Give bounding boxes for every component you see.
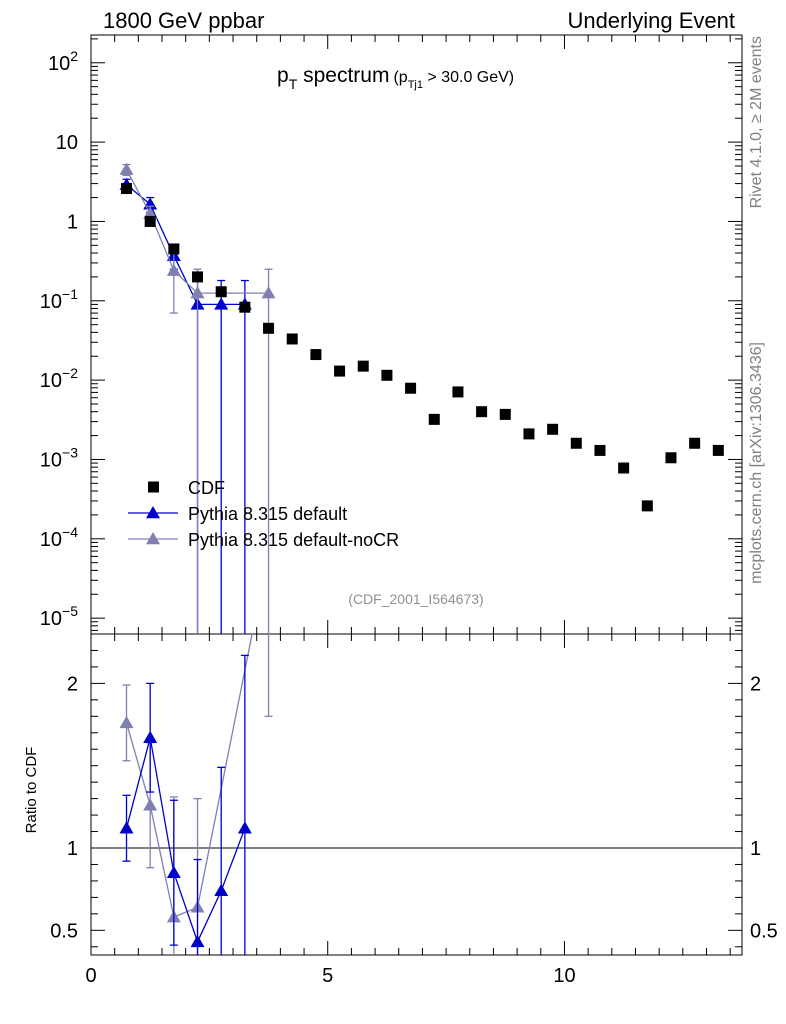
ratio-y-axis-label: Ratio to CDF <box>23 747 40 834</box>
ratio-point-triangle <box>119 821 134 834</box>
data-point-square <box>405 382 417 394</box>
data-point-square <box>523 428 535 440</box>
ratio-point-triangle <box>143 730 158 743</box>
ratio-tick-label-right: 1 <box>750 838 761 860</box>
data-point-square <box>476 406 488 418</box>
data-point-square <box>428 413 440 425</box>
mcplots-label: mcplots.cern.ch [arXiv:1306.3436] <box>748 342 765 584</box>
y-tick-label: 10−5 <box>40 603 78 630</box>
data-point-square <box>263 322 275 334</box>
ratio-point-triangle <box>166 865 181 878</box>
data-point-square <box>594 444 606 456</box>
ratio-tick-label-left: 0.5 <box>50 920 78 942</box>
data-point-square <box>144 215 156 227</box>
data-point-square <box>712 444 724 456</box>
ratio-point-triangle <box>237 821 252 834</box>
axes: 0 5 10 10−5 10−4 10−3 10−2 10−1 1 10 102 0.5 0.5 1 1 2 2 <box>40 35 778 987</box>
data-point-triangle <box>143 206 158 220</box>
data-point-triangle <box>214 297 229 310</box>
main-data <box>119 162 724 634</box>
data-point-triangle <box>190 286 205 299</box>
ratio-line-1 <box>125 737 246 944</box>
legend-label: CDF <box>188 478 225 498</box>
title-cut-sub: Tj1 <box>408 79 423 91</box>
y-tick-label: 10−3 <box>40 444 78 471</box>
data-point-square <box>357 360 369 372</box>
data-point-square <box>689 437 701 449</box>
y-tick-label: 102 <box>48 48 78 75</box>
title-cut: (p <box>393 69 407 86</box>
legend-label: Pythia 8.315 default <box>188 504 347 524</box>
plot-title: pT spectrum (pTj1 > 30.0 GeV) <box>277 64 514 92</box>
y-tick-label: 10−1 <box>40 286 78 313</box>
data-point-square <box>547 423 559 435</box>
data-point-square <box>215 286 227 298</box>
title-p: p <box>277 64 289 87</box>
data-point-triangle <box>119 162 134 175</box>
data-point-triangle <box>261 286 276 299</box>
ratio-plot-frame <box>90 633 743 956</box>
data-point-square <box>381 369 393 381</box>
data-point-triangle <box>166 263 181 276</box>
rivet-version-label: Rivet 4.1.0, ≥ 2M events <box>748 36 765 208</box>
data-point-square <box>641 500 653 512</box>
data-point-square <box>192 271 204 283</box>
ratio-tick-label-left: 1 <box>67 838 78 860</box>
y-tick-label: 10 <box>56 132 78 154</box>
legend-marker-triangle <box>146 532 160 545</box>
ratio-tick-label-left: 2 <box>67 673 78 695</box>
x-tick-label: 0 <box>85 965 96 987</box>
y-tick-label: 10−4 <box>40 524 78 551</box>
x-tick-label: 5 <box>322 965 333 987</box>
header-left-label: 1800 GeV ppbar <box>103 8 264 33</box>
data-point-square <box>618 462 630 474</box>
ratio-tick-label-right: 2 <box>750 673 761 695</box>
ratio-point-triangle <box>214 883 229 897</box>
ratio-data <box>119 634 273 955</box>
legend-marker-triangle <box>146 506 160 519</box>
y-tick-label: 1 <box>67 211 78 233</box>
x-tick-label: 10 <box>553 965 575 987</box>
legend-label: Pythia 8.315 default-noCR <box>188 530 399 550</box>
y-tick-label: 10−2 <box>40 365 78 392</box>
data-point-square <box>310 349 322 361</box>
legend-marker-square <box>148 481 159 493</box>
data-point-square <box>570 437 582 449</box>
data-point-square <box>665 452 677 464</box>
data-point-square <box>452 386 464 398</box>
data-point-square <box>334 365 346 377</box>
data-point-square <box>121 183 133 195</box>
ratio-point-triangle <box>190 934 205 948</box>
legend: CDF Pythia 8.315 default Pythia 8.315 defa… <box>128 478 399 550</box>
data-point-square <box>499 408 511 420</box>
title-rest: spectrum <box>297 64 389 87</box>
data-point-square <box>286 333 298 345</box>
analysis-id-label: (CDF_2001_I564673) <box>348 591 483 607</box>
ratio-point-triangle <box>119 715 134 729</box>
data-point-square <box>239 301 251 313</box>
title-cut-rest: > 30.0 GeV) <box>423 69 514 86</box>
title-p-sub: T <box>289 76 298 92</box>
data-point-square <box>168 243 180 255</box>
ratio-point-triangle <box>143 798 158 811</box>
ratio-tick-label-right: 0.5 <box>750 920 778 942</box>
header-right-label: Underlying Event <box>567 8 735 33</box>
